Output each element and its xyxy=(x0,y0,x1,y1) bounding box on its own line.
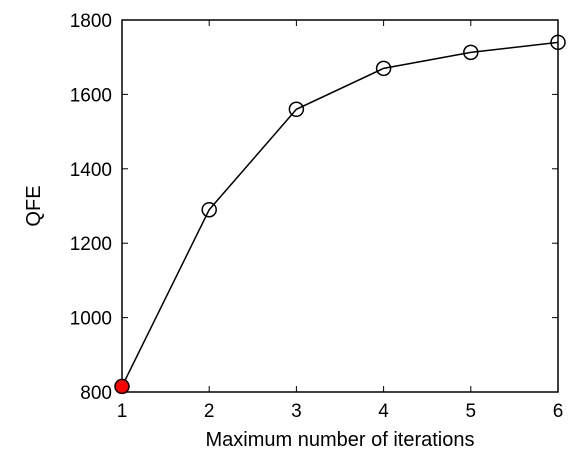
y-tick-label: 1400 xyxy=(70,160,112,181)
data-point xyxy=(201,201,217,218)
data-point xyxy=(463,44,479,61)
y-tick-label: 1200 xyxy=(70,234,112,255)
plot-area xyxy=(121,19,559,393)
data-point xyxy=(375,60,392,77)
series-layer xyxy=(114,34,566,395)
y-axis-label: QFE xyxy=(23,185,45,226)
y-axis: 800 1000 1200 1400 1600 1800 xyxy=(70,11,558,404)
y-tick-label: 800 xyxy=(80,383,112,404)
x-axis: 1 2 3 4 5 6 xyxy=(117,20,564,422)
x-tick-label: 2 xyxy=(204,401,215,422)
x-tick-label: 4 xyxy=(378,401,389,422)
data-point xyxy=(550,34,566,51)
data-point xyxy=(288,101,305,118)
y-tick-label: 1600 xyxy=(70,85,112,106)
x-tick-label: 5 xyxy=(466,401,477,422)
y-tick-label: 1000 xyxy=(70,309,112,330)
series-line xyxy=(121,41,559,387)
x-tick-label: 1 xyxy=(117,401,128,422)
x-tick-label: 6 xyxy=(553,401,564,422)
highlighted-data-point xyxy=(114,378,130,395)
x-tick-label: 3 xyxy=(291,401,302,422)
y-tick-label: 1800 xyxy=(70,11,112,32)
x-axis-label: Maximum number of iterations xyxy=(206,429,475,451)
